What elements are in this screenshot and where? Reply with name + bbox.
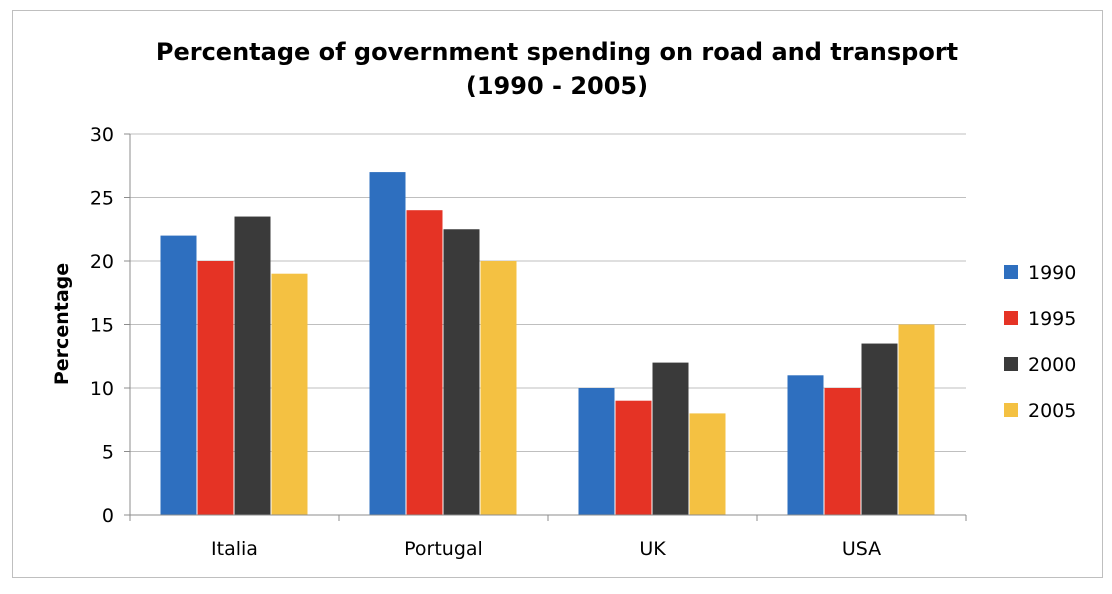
bar-portugal-2005 xyxy=(480,261,517,515)
legend-label: 1995 xyxy=(1028,308,1076,330)
bar-italia-2000 xyxy=(234,216,271,516)
bar-uk-2000 xyxy=(652,362,689,515)
bar-usa-2000 xyxy=(861,343,898,515)
y-tick-label: 20 xyxy=(90,251,114,273)
bar-italia-1990 xyxy=(160,235,197,515)
legend-swatch xyxy=(1004,265,1018,279)
y-axis-label: Percentage xyxy=(51,263,73,385)
legend-label: 2000 xyxy=(1028,354,1076,376)
x-tick-label: Portugal xyxy=(404,538,483,560)
x-tick-label: UK xyxy=(639,538,666,560)
chart-subtitle: (1990 - 2005) xyxy=(466,72,648,100)
bar-uk-1995 xyxy=(615,400,652,515)
bar-uk-2005 xyxy=(689,413,726,515)
bar-portugal-1995 xyxy=(406,210,443,515)
chart-title: Percentage of government spending on roa… xyxy=(156,38,958,66)
legend-label: 1990 xyxy=(1028,262,1076,284)
axes: 0 5 10 15 20 25 30 Italia Portugal UK USA xyxy=(90,124,967,560)
legend-swatch xyxy=(1004,311,1018,325)
legend-swatch xyxy=(1004,357,1018,371)
y-tick-label: 15 xyxy=(90,315,114,337)
bar-usa-1990 xyxy=(787,375,824,515)
legend-swatch xyxy=(1004,403,1018,417)
y-tick-label: 30 xyxy=(90,124,114,146)
bar-usa-2005 xyxy=(898,324,935,515)
x-tick-label: Italia xyxy=(211,538,258,560)
y-tick-label: 25 xyxy=(90,188,114,210)
y-tick-label: 5 xyxy=(102,442,114,464)
bar-uk-1990 xyxy=(578,388,615,515)
bar-italia-1995 xyxy=(197,261,234,515)
bar-italia-2005 xyxy=(271,273,308,515)
x-tick-label: USA xyxy=(842,538,881,560)
bars xyxy=(160,172,935,516)
legend: 1990 1995 2000 2005 xyxy=(1004,262,1076,422)
bar-portugal-1990 xyxy=(369,172,406,515)
bar-usa-1995 xyxy=(824,388,861,515)
y-tick-label: 10 xyxy=(90,378,114,400)
y-tick-label: 0 xyxy=(102,505,114,527)
legend-label: 2005 xyxy=(1028,400,1076,422)
bar-portugal-2000 xyxy=(443,229,480,515)
